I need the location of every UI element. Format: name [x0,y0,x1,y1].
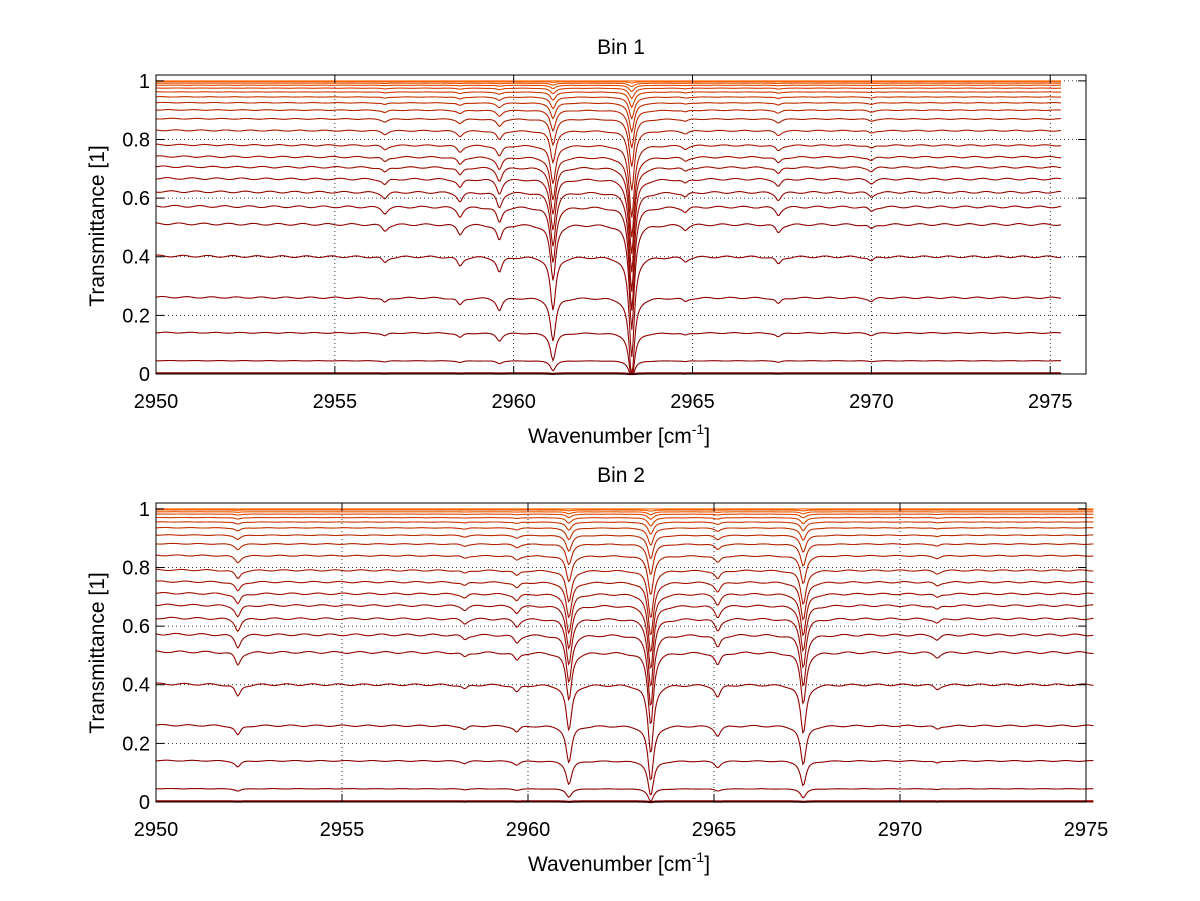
x-axis-label-suffix: ] [704,425,710,448]
series-line [156,96,1062,121]
chart-panel-bin-2: Bin 2 0 0.2 0.4 0.6 0.8 1 2950 2955 2960 2965 297… [86,464,1108,876]
x-axis-label: Wavenumber [cm-1] [528,849,710,876]
series-line [155,513,1094,520]
axes-frame [155,502,1087,803]
series-line [155,591,1094,653]
series-line [156,526,1094,546]
plot-area [156,503,1086,802]
y-tick-label: 0.6 [122,188,150,210]
series-line [155,554,1094,595]
series-line [156,91,1061,109]
series-line [155,190,1062,292]
x-axis-label-main: Wavenumber [cm [528,425,692,448]
x-tick-label: 2970 [849,391,894,413]
series-line [155,534,1094,560]
x-tick-label: 2970 [878,819,923,841]
x-tick-labels: 2950 2955 2960 2965 2970 2975 [134,819,1109,841]
series-line [156,143,1062,218]
y-tick-label: 1 [139,71,150,93]
series-line [155,155,1062,238]
series-line [156,568,1094,619]
series-line [155,177,1062,273]
x-tick-label: 2960 [506,819,551,841]
series-line [155,254,1061,358]
series-line [156,511,1094,516]
series-line [156,516,1094,527]
y-tick-label: 0.4 [122,247,150,269]
axis-ticks [155,503,1087,803]
x-axis-label-suffix: ] [704,853,710,876]
x-tick-label: 2975 [1028,391,1073,413]
series-line [155,165,1062,254]
series-line [155,204,1062,311]
series-line [155,87,1061,100]
chart-title: Bin 1 [597,36,645,59]
x-tick-label: 2955 [320,819,365,841]
series-line [156,109,1062,149]
x-tick-label: 2965 [692,819,737,841]
series-line [155,295,1062,375]
series-line [155,616,1094,687]
x-axis-label-superscript: -1 [692,849,705,865]
series-line [156,359,1061,375]
x-tick-label: 2950 [134,819,179,841]
series-line [155,723,1094,781]
series-line [155,521,1094,535]
y-tick-label: 0.2 [122,305,150,327]
series-line [156,509,1094,512]
series-line [155,222,1062,330]
y-tick-label: 0 [139,792,150,814]
x-tick-label: 2950 [134,391,179,413]
x-tick-label: 2955 [313,391,358,413]
y-axis-label: Transmittance [1] [86,572,109,733]
chart-title: Bin 2 [597,464,645,487]
y-tick-label: 0 [139,364,150,386]
series-line [156,82,1061,88]
y-tick-labels: 0 0.2 0.4 0.6 0.8 1 [122,499,150,814]
y-tick-label: 0.8 [122,129,150,151]
y-axis-label: Transmittance [1] [86,145,109,306]
x-tick-labels: 2950 2955 2960 2965 2970 2975 [134,391,1073,413]
y-tick-label: 0.4 [122,675,150,697]
y-tick-label: 0.2 [122,733,150,755]
series-line [155,542,1094,575]
y-tick-labels: 0 0.2 0.4 0.6 0.8 1 [122,71,150,386]
series-line [156,84,1061,93]
series-line [155,580,1094,636]
y-tick-label: 0.6 [122,616,150,638]
x-tick-label: 2965 [670,391,715,413]
x-axis-label: Wavenumber [cm-1] [528,421,710,448]
x-tick-label: 2960 [491,391,536,413]
x-tick-label: 2975 [1064,819,1109,841]
x-axis-label-main: Wavenumber [cm [528,853,692,876]
series-line [155,650,1094,725]
series-line [155,603,1094,670]
chart-panel-bin-1: Bin 1 0 0.2 0.4 0.6 0.8 1 2950 2955 2960 2965 297… [86,36,1087,448]
y-tick-label: 1 [139,499,150,521]
series-line [156,81,1061,84]
series-line [155,117,1061,167]
series-group [155,508,1094,804]
axes-frame [155,74,1087,375]
series-line [156,101,1062,134]
series-line [156,787,1094,802]
series-line [155,632,1094,706]
series-line [155,331,1062,375]
y-tick-label: 0.8 [122,557,150,579]
series-line [155,682,1094,753]
axis-ticks [155,75,1086,375]
x-axis-label-superscript: -1 [692,421,705,437]
series-group [155,80,1062,376]
series-line [155,129,1062,191]
series-line [155,759,1094,796]
series-line [156,372,1061,376]
